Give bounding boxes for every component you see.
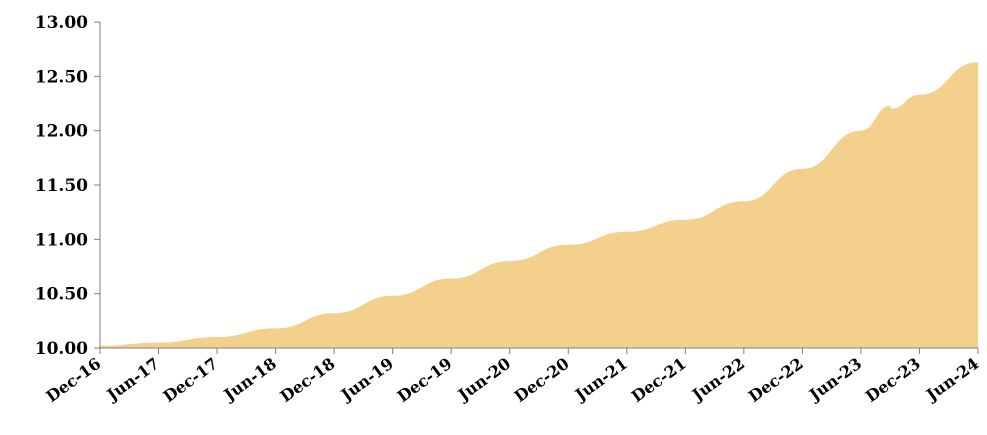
x-tick-label: Dec-22 bbox=[745, 354, 807, 406]
y-tick-label: 12.00 bbox=[35, 122, 88, 142]
x-tick-label: Dec-17 bbox=[160, 354, 222, 406]
x-tick-label: Dec-19 bbox=[394, 354, 456, 406]
plot-area bbox=[100, 62, 978, 348]
x-tick-label: Jun-20 bbox=[453, 354, 514, 406]
x-tick-label: Jun-19 bbox=[336, 354, 397, 406]
x-tick-label: Jun-18 bbox=[219, 354, 280, 406]
x-tick-label: Jun-17 bbox=[102, 354, 163, 406]
x-tick-label: Dec-23 bbox=[862, 354, 924, 406]
axes bbox=[94, 21, 979, 354]
series-area bbox=[100, 62, 978, 348]
y-tick-label: 11.50 bbox=[35, 176, 88, 196]
y-tick-label: 10.50 bbox=[35, 285, 88, 305]
x-tick-label: Dec-18 bbox=[277, 354, 339, 406]
y-axis-tick-labels: 10.00 10.50 11.00 11.50 12.00 12.50 13.00 bbox=[35, 13, 88, 359]
x-tick-label: Jun-23 bbox=[804, 354, 865, 406]
x-tick-label: Jun-22 bbox=[687, 354, 748, 406]
x-tick-label: Jun-21 bbox=[570, 354, 631, 406]
x-tick-label: Dec-21 bbox=[628, 354, 690, 406]
x-tick-label: Dec-20 bbox=[511, 354, 573, 406]
y-tick-label: 12.50 bbox=[35, 67, 88, 87]
y-tick-label: 11.00 bbox=[35, 230, 88, 250]
x-tick-label: Dec-16 bbox=[42, 354, 104, 406]
x-tick-label: Jun-24 bbox=[921, 354, 982, 406]
y-tick-label: 10.00 bbox=[35, 339, 88, 359]
y-tick-label: 13.00 bbox=[35, 13, 88, 33]
